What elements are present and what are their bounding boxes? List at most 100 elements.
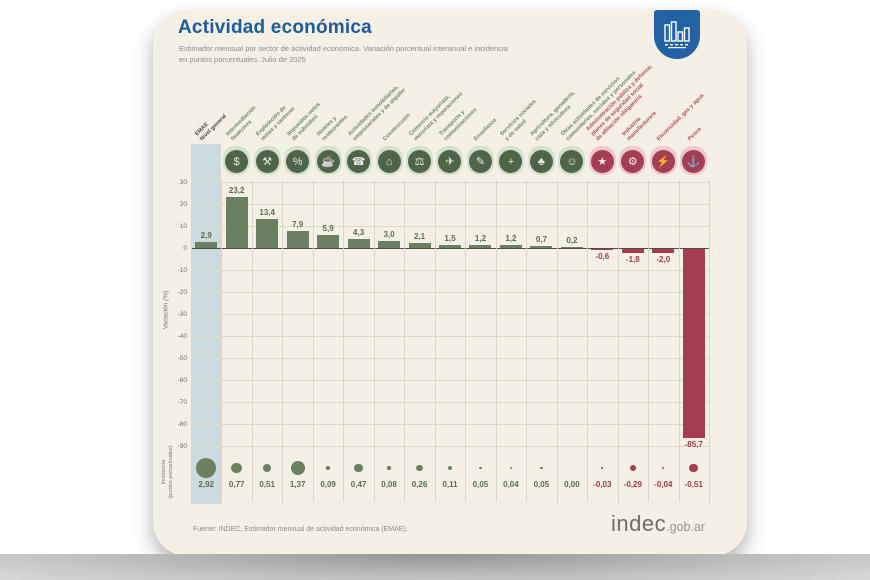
education-icon-glyph: ✎ xyxy=(468,150,492,173)
bar xyxy=(469,245,492,248)
taxes-icon: % xyxy=(284,146,312,175)
indec-logo-badge xyxy=(654,10,700,59)
bank-icon: $ xyxy=(223,146,251,175)
fishing-icon: ⚓ xyxy=(680,146,708,175)
bar-value-label: -85,7 xyxy=(684,439,703,449)
bar-value-label: 1,2 xyxy=(474,234,487,244)
incidence-dot xyxy=(387,466,391,470)
sector-label: Actividades inmobiliarias, empresariales… xyxy=(346,84,407,143)
incidence-value-label: 0,11 xyxy=(442,480,458,489)
bar-chart-logo-icon xyxy=(664,20,690,48)
bar xyxy=(347,238,370,248)
h-gridline xyxy=(191,358,709,359)
v-gridline xyxy=(526,180,528,502)
industry-icon-glyph: ⚙ xyxy=(621,150,645,173)
incidence-dot xyxy=(448,466,452,470)
bar xyxy=(286,230,309,248)
incidence-dot xyxy=(290,460,305,475)
health-icon: + xyxy=(497,146,525,175)
industry-icon: ⚙ xyxy=(619,146,647,175)
v-gridline xyxy=(404,180,406,502)
h-gridline xyxy=(191,270,709,271)
v-gridline xyxy=(221,180,223,502)
incidence-dot xyxy=(231,462,242,474)
v-gridline xyxy=(556,180,558,502)
public-administration-icon: ★ xyxy=(588,146,616,175)
incidence-value-label: 1,37 xyxy=(289,480,306,489)
transport-icon-glyph: ✈ xyxy=(438,150,462,173)
bar-value-label: -0,6 xyxy=(595,252,610,262)
v-gridline xyxy=(251,180,253,502)
bar-value-label: 4,3 xyxy=(353,227,365,237)
v-gridline xyxy=(465,180,467,502)
sector-label: Enseñanza xyxy=(473,117,499,143)
public-administration-icon-glyph: ★ xyxy=(590,150,614,173)
bar xyxy=(591,249,614,251)
h-gridline xyxy=(191,446,709,447)
construction-icon: ⌂ xyxy=(375,146,403,175)
bar-value-label: -1,8 xyxy=(625,254,640,264)
incidence-value-label: 0,26 xyxy=(411,480,428,489)
incidence-value-label: -0,03 xyxy=(593,480,612,489)
incidence-dot xyxy=(540,466,543,470)
y-tick-label: 10 xyxy=(179,222,187,230)
bar-value-label: 1,2 xyxy=(505,234,517,244)
v-gridline xyxy=(373,180,375,502)
incidence-value-label: -0,29 xyxy=(623,480,642,489)
sector-label: Intermediación financiera xyxy=(224,104,258,143)
bar xyxy=(682,249,705,438)
bar-value-label: 3,0 xyxy=(383,230,395,240)
commerce-icon: ⚖ xyxy=(406,146,434,175)
incidence-value-label: 2,92 xyxy=(198,480,215,489)
y-tick-label: -80 xyxy=(177,420,187,428)
h-gridline xyxy=(191,204,709,205)
bar-value-label: 2,1 xyxy=(413,232,426,242)
h-gridline xyxy=(191,292,709,293)
y-tick-label: 30 xyxy=(179,178,187,186)
incidence-dot xyxy=(689,463,699,473)
hotels-restaurants-icon-glyph: ☕ xyxy=(316,150,340,173)
education-icon: ✎ xyxy=(466,146,494,175)
bar xyxy=(317,235,340,248)
community-services-icon: ☺ xyxy=(558,146,586,175)
bar xyxy=(530,246,553,248)
bar xyxy=(408,243,431,248)
construction-icon-glyph: ⌂ xyxy=(377,150,401,173)
bar-value-label: 7,9 xyxy=(292,219,304,229)
bar-value-label: 5,9 xyxy=(322,224,334,234)
bar-value-label: -2,0 xyxy=(656,255,671,265)
y-tick-label: -40 xyxy=(177,332,187,340)
bar-value-label: 1,5 xyxy=(444,233,456,243)
incidence-dot xyxy=(354,463,363,473)
h-gridline xyxy=(191,336,709,337)
y-tick-label: 0 xyxy=(183,244,187,252)
v-gridline xyxy=(434,180,436,502)
emae-highlight-band xyxy=(191,144,222,504)
brand-name: indec xyxy=(611,511,667,536)
incidence-value-label: 0,05 xyxy=(472,480,489,489)
sector-label: Pesca xyxy=(686,126,703,143)
v-gridline xyxy=(617,180,619,502)
bar xyxy=(652,249,675,254)
commerce-icon-glyph: ⚖ xyxy=(408,150,432,173)
y-tick-label: -50 xyxy=(177,354,187,362)
y-tick-label: -10 xyxy=(177,266,187,274)
electricity-gas-water-icon-glyph: ⚡ xyxy=(651,150,675,173)
incidence-dot xyxy=(601,466,604,470)
page-title: Actividad económica xyxy=(178,17,372,38)
incidence-value-label: 0,09 xyxy=(320,480,336,489)
real-estate-icon: ☎ xyxy=(345,146,373,175)
report-card: Actividad económica Estimador mensual po… xyxy=(153,10,747,556)
bar xyxy=(195,241,218,248)
bank-icon-glyph: $ xyxy=(225,150,249,173)
agriculture-icon-glyph: ♣ xyxy=(529,150,553,173)
bar-value-label: 2,9 xyxy=(200,230,212,240)
bar-value-label: 0,2 xyxy=(566,236,578,246)
community-services-icon-glyph: ☺ xyxy=(560,150,584,173)
h-gridline xyxy=(191,424,709,425)
electricity-gas-water-icon: ⚡ xyxy=(649,146,677,175)
bar xyxy=(378,241,401,248)
indec-gob-ar-logo: indec.gob.ar xyxy=(611,511,705,537)
incidence-axis-label: Incidencia (puntos porcentuales) xyxy=(160,445,174,499)
incidence-value-label: 0,08 xyxy=(381,480,397,489)
